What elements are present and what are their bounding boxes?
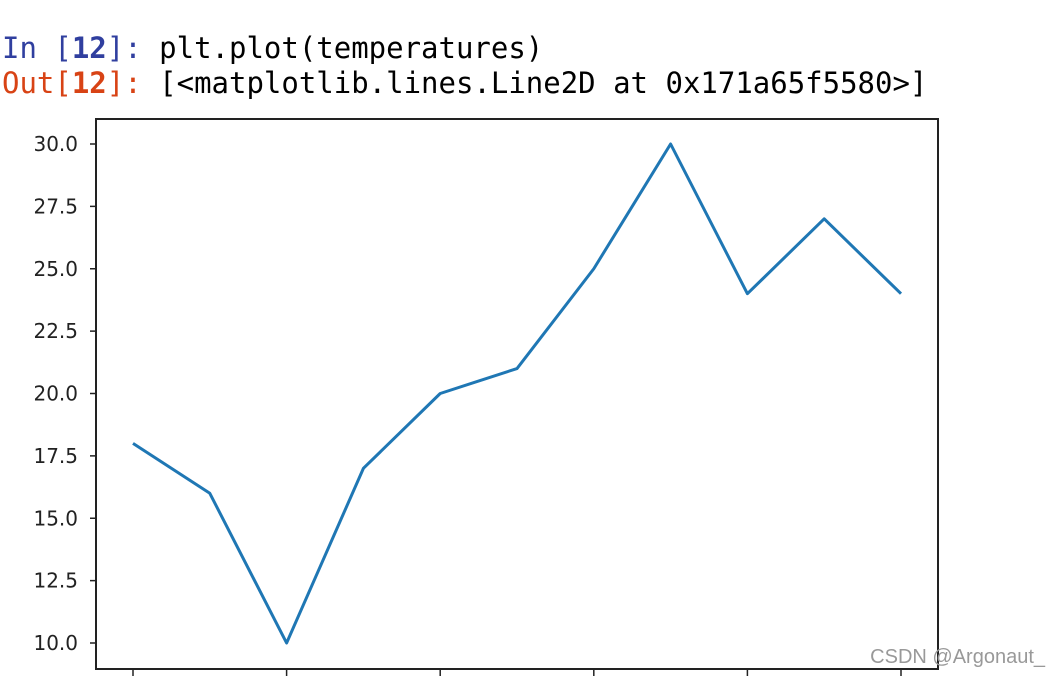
y-tick-label: 12.5 [33,569,78,593]
y-tick-label: 20.0 [33,382,78,406]
y-tick-label: 25.0 [33,257,78,281]
out-prompt: Out[12]: [2,66,160,100]
output-text: [<matplotlib.lines.Line2D at 0x171a65f55… [159,66,928,100]
watermark: CSDN @Argonaut_ [870,646,1046,668]
y-tick-label: 10.0 [33,631,78,655]
input-code: plt.plot(temperatures) [159,31,544,65]
y-tick-label: 22.5 [33,319,78,343]
output-cell-line: Out[12]: [<matplotlib.lines.Line2D at 0x… [2,66,927,100]
axes-frame [95,118,939,670]
y-tick-label: 30.0 [33,132,78,156]
y-tick-label: 15.0 [33,506,78,530]
y-tick-label: 27.5 [33,194,78,218]
input-cell-line[interactable]: In [12]: plt.plot(temperatures) [2,31,543,65]
series-line [132,142,903,645]
in-prompt: In [12]: [2,31,160,65]
y-tick-label: 17.5 [33,444,78,468]
